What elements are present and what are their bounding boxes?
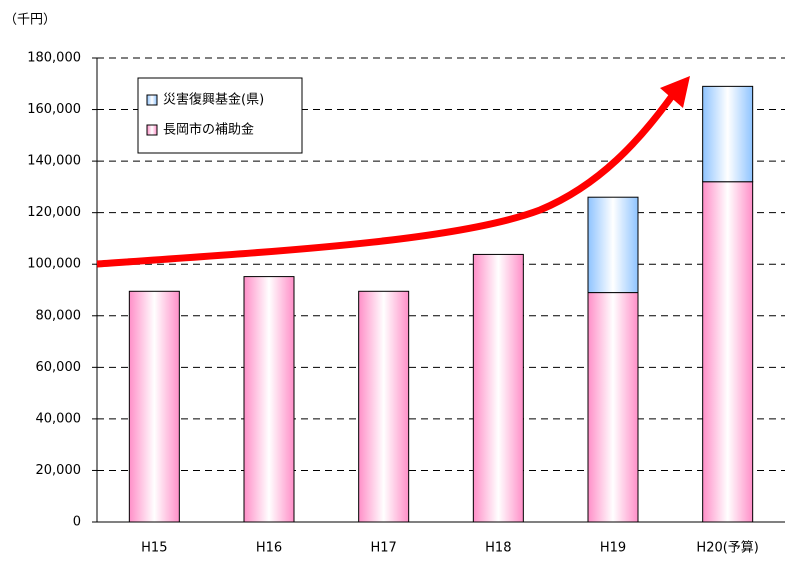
- legend-swatch: [146, 94, 158, 106]
- bar-segment: [587, 196, 639, 294]
- bar-segment: [472, 253, 524, 523]
- bar-segment: [128, 290, 180, 523]
- bar-segment: [702, 181, 754, 523]
- y-tick-label: 0: [73, 515, 81, 530]
- x-tick-label: H16: [256, 541, 282, 556]
- y-tick-label: 160,000: [27, 102, 81, 117]
- legend-swatch: [146, 124, 158, 136]
- bar-segment: [587, 292, 639, 523]
- legend-box: [137, 77, 303, 154]
- x-tick-label: H18: [485, 541, 511, 556]
- legend-label: 災害復興基金(県): [163, 92, 264, 108]
- x-tick-label: H15: [141, 541, 167, 556]
- y-tick-label: 60,000: [36, 360, 82, 375]
- y-tick-label: 100,000: [27, 257, 81, 272]
- legend-label: 長岡市の補助金: [163, 122, 254, 138]
- y-tick-label: 80,000: [36, 308, 82, 323]
- y-tick-label: 120,000: [27, 205, 81, 220]
- x-tick-label: H17: [371, 541, 397, 556]
- y-tick-label: 140,000: [27, 154, 81, 169]
- bar-segment: [243, 276, 295, 523]
- y-tick-label: 40,000: [36, 411, 82, 426]
- bar-segment: [358, 290, 410, 523]
- y-tick-label: 180,000: [27, 51, 81, 66]
- unit-label: （千円）: [4, 13, 56, 28]
- x-tick-label: H19: [600, 541, 626, 556]
- y-tick-label: 20,000: [36, 463, 82, 478]
- trend-arrow: [96, 93, 675, 268]
- bar-segment: [702, 85, 754, 183]
- trend-arrow-head: [660, 76, 690, 108]
- x-tick-label: H20(予算): [696, 541, 758, 556]
